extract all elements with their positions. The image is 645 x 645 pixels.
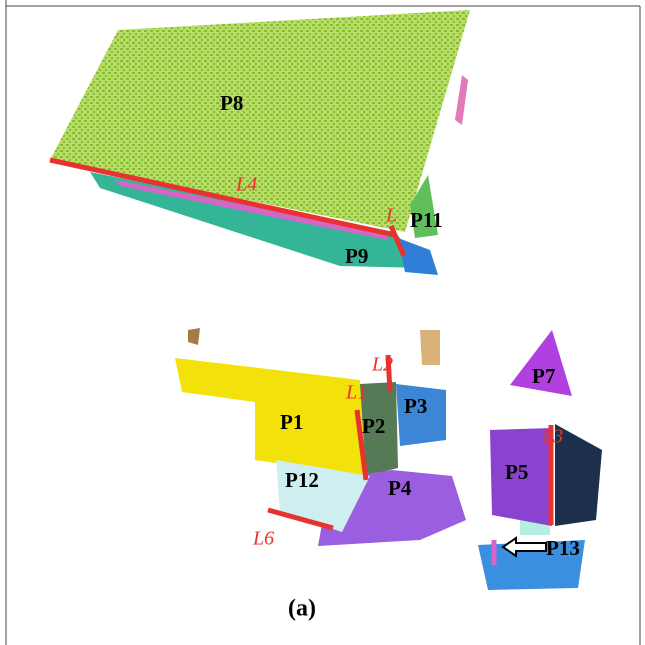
figure: P8 P11 P9 P7 P1 P2 P3 P12 P4 P5 P13 L4 L… [0, 0, 645, 645]
line-label: L1 [345, 382, 367, 404]
plane-label: P12 [285, 468, 319, 492]
plane-label: P4 [388, 476, 412, 500]
plane-label: P9 [345, 244, 368, 268]
plane-label: P5 [505, 460, 528, 484]
line-label: L [385, 205, 397, 227]
plane-label: P1 [280, 410, 303, 434]
line-label: L4 [235, 174, 257, 196]
plane-label: P2 [362, 414, 385, 438]
line-label: L3 [541, 426, 563, 448]
line-label: L2 [371, 354, 393, 376]
caption: (a) [288, 596, 316, 622]
plane-label: P7 [532, 364, 555, 388]
upper-scene [50, 10, 470, 275]
plane-label: P8 [220, 91, 243, 115]
plane-label: P11 [410, 208, 443, 232]
line-label: L6 [252, 528, 274, 550]
plane-label: P13 [546, 536, 580, 560]
plane-label: P3 [404, 394, 427, 418]
